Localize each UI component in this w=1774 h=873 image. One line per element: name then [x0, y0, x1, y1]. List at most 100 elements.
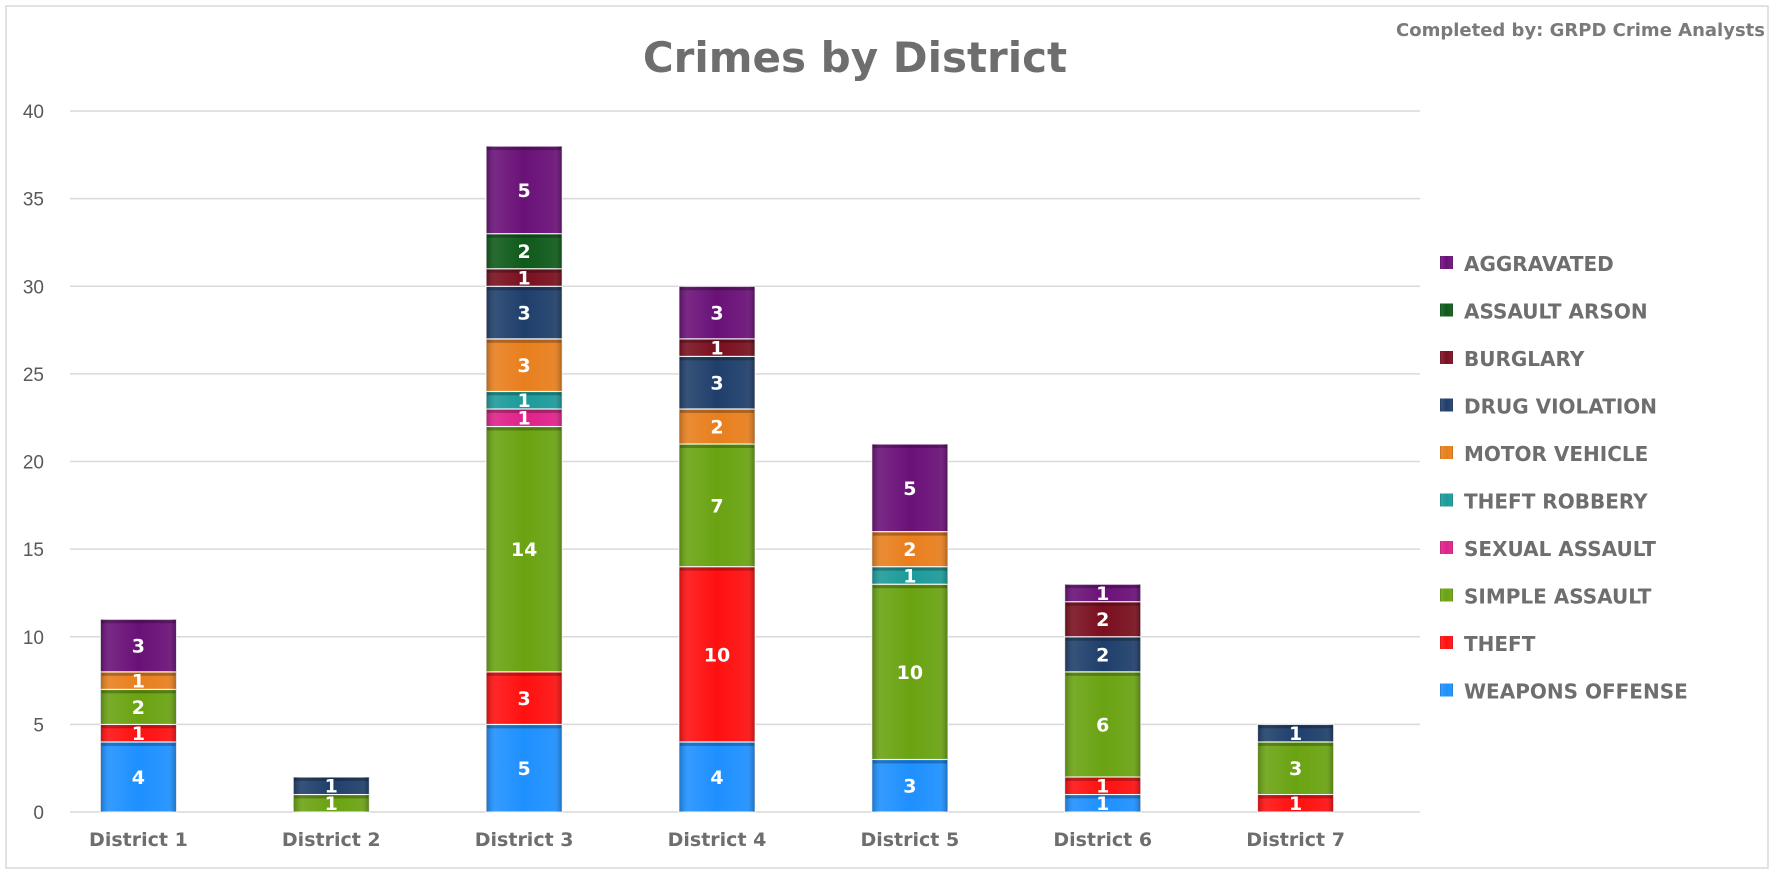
bar-stack-district-4: 4 10 7 2 3 1 3 — [678, 285, 756, 813]
bar-segment-edge — [680, 567, 754, 571]
bar-segment-edge — [1065, 795, 1140, 799]
data-label: 2 — [1096, 644, 1109, 666]
bar-segment-shade — [1064, 601, 1141, 637]
x-category-label: District 2 — [282, 829, 381, 851]
x-category-label: District 5 — [860, 829, 959, 851]
x-category-label: District 3 — [475, 829, 574, 851]
bar-segment-shade — [100, 619, 177, 672]
legend-label: SEXUAL ASSAULT — [1464, 537, 1656, 561]
bar-segment-edge — [1258, 742, 1333, 746]
y-tick-label: 35 — [23, 190, 44, 211]
bar-segment-shade — [679, 286, 755, 339]
x-category-label: District 1 — [89, 829, 188, 851]
data-label: 1 — [1096, 793, 1109, 815]
bar-segment-edge — [1065, 637, 1140, 641]
bar-segment-edge — [872, 760, 947, 764]
legend-item-theft: THEFT — [1440, 632, 1536, 656]
chart-title: Crimes by District — [643, 33, 1067, 82]
bar-segment-edge — [680, 409, 754, 413]
data-label: 3 — [518, 355, 531, 377]
bar-segment-shade — [679, 408, 755, 444]
bar-segment-edge — [680, 742, 754, 746]
y-tick-label: 25 — [23, 365, 44, 386]
bar-stack-district-1: 4 1 2 1 3 — [99, 618, 177, 813]
legend-label: THEFT ROBBERY — [1464, 490, 1648, 514]
gridlines — [70, 110, 1420, 813]
bar-segment-edge — [487, 427, 562, 431]
y-tick-label: 40 — [23, 102, 44, 123]
bar-segment-edge — [680, 339, 754, 343]
legend-item-motor-vehicle: MOTOR VEHICLE — [1440, 442, 1648, 466]
bar-segment-edge — [680, 287, 754, 291]
data-label: 2 — [132, 697, 145, 719]
bar-segment-shade — [293, 776, 370, 795]
bar-segment-shade — [486, 286, 563, 339]
legend-item-burglary: BURGLARY — [1440, 347, 1585, 371]
bar-segment-edge — [487, 269, 562, 273]
legend-swatch-shade — [1440, 303, 1453, 317]
legend-item-theft-robbery: THEFT ROBBERY — [1440, 490, 1648, 514]
bar-segment-edge — [294, 795, 369, 799]
data-label: 2 — [1096, 609, 1109, 631]
bar-segment-shade — [486, 724, 563, 812]
legend: AGGRAVATED ASSAULT ARSON BURGLARY DRUG VIOL… — [1440, 252, 1688, 704]
legend-item-aggravated: AGGRAVATED — [1440, 252, 1614, 276]
data-label: 5 — [518, 180, 531, 202]
bar-segment-shade — [871, 443, 948, 532]
bar-segment-shade — [1064, 584, 1141, 602]
bar-segment-shade — [1064, 636, 1141, 672]
bar-segment-edge — [1065, 672, 1140, 676]
bar-segment-shade — [871, 531, 948, 567]
legend-label: MOTOR VEHICLE — [1464, 442, 1648, 466]
bar-segment-shade — [679, 741, 755, 812]
legend-item-assault-arson: ASSAULT ARSON — [1440, 300, 1648, 324]
y-tick-label: 10 — [23, 628, 44, 649]
bar-segment-shade — [486, 338, 563, 392]
bar-segment-edge — [1065, 602, 1140, 606]
bar-segment-shade — [679, 443, 755, 567]
data-label: 1 — [1289, 793, 1302, 815]
bar-segment-shade — [679, 566, 755, 742]
data-label: 3 — [710, 303, 723, 325]
bar-stack-district-7: 1 3 1 — [1257, 723, 1335, 815]
data-label: 4 — [710, 767, 723, 789]
bar-segment-edge — [487, 392, 562, 396]
data-label: 1 — [325, 776, 338, 798]
bar-segment-shade — [293, 794, 370, 812]
bar-segment-shade — [679, 338, 755, 357]
x-category-label: District 7 — [1246, 829, 1345, 851]
bar-segment-shade — [871, 584, 948, 760]
bar-stack-district-2: 11 — [292, 776, 370, 815]
legend-label: DRUG VIOLATION — [1464, 395, 1657, 419]
legend-label: THEFT — [1464, 632, 1536, 656]
bar-segment-edge — [872, 567, 947, 571]
legend-swatch-shade — [1440, 351, 1453, 364]
credit-text: Completed by: GRPD Crime Analysts — [1396, 20, 1765, 41]
y-tick-label: 30 — [23, 277, 44, 298]
data-label: 1 — [518, 408, 531, 430]
bar-segment-edge — [1065, 585, 1140, 589]
bar-segment-edge — [487, 287, 562, 291]
data-label: 1 — [518, 267, 531, 289]
x-category-label: District 6 — [1053, 829, 1152, 851]
bar-segment-edge — [1258, 725, 1333, 729]
bar-segment-edge — [872, 444, 947, 448]
x-axis-categories: District 1 District 2 District 3 District 4… — [89, 829, 1345, 851]
legend-swatch-shade — [1440, 398, 1453, 412]
bar-segment-edge — [101, 725, 176, 729]
data-label: 1 — [325, 793, 338, 815]
bar-segment-edge — [872, 532, 947, 536]
data-label: 5 — [518, 758, 531, 780]
data-label: 4 — [132, 767, 145, 789]
x-category-label: District 4 — [668, 829, 767, 851]
data-label: 10 — [897, 662, 923, 684]
data-label: 1 — [1096, 776, 1109, 798]
bar-segment-edge — [487, 409, 562, 413]
legend-swatch-shade — [1440, 256, 1453, 269]
bar-segment-shade — [1064, 794, 1141, 812]
bar-segment-edge — [680, 444, 754, 448]
bar-segment-shade — [1257, 741, 1334, 795]
